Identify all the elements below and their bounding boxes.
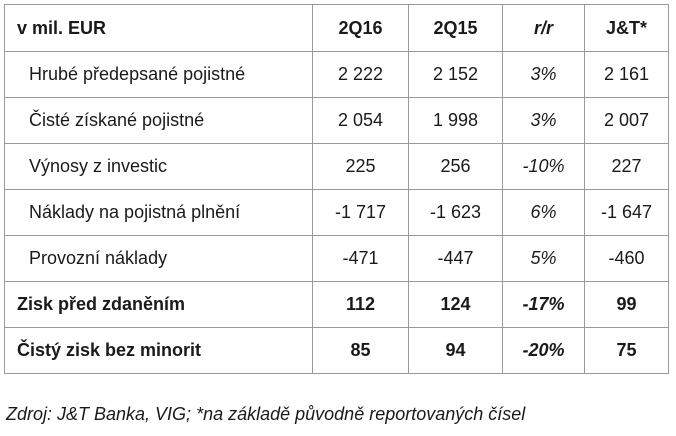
table-row: Čisté získané pojistné 2 054 1 998 3% 2 … <box>4 97 669 144</box>
row-label: Výnosy z investic <box>4 143 313 190</box>
cell-yoy: -17% <box>502 281 585 328</box>
cell-yoy: 3% <box>502 97 585 144</box>
cell-2q16: 2 054 <box>312 97 409 144</box>
row-label: Provozní náklady <box>4 235 313 282</box>
source-note: Zdroj: J&T Banka, VIG; *na základě původ… <box>6 404 526 424</box>
row-label: Čisté získané pojistné <box>4 97 313 144</box>
header-col-jt-estimate: J&T* <box>584 4 669 52</box>
cell-2q15: -447 <box>408 235 503 282</box>
cell-yoy: 3% <box>502 51 585 98</box>
table-row: Výnosy z investic 225 256 -10% 227 <box>4 143 669 190</box>
table-header-row: v mil. EUR 2Q16 2Q15 r/r J&T* <box>4 4 669 52</box>
row-label: Náklady na pojistná plnění <box>4 189 313 236</box>
cell-yoy: -10% <box>502 143 585 190</box>
row-label: Čistý zisk bez minorit <box>4 327 313 374</box>
cell-yoy: 6% <box>502 189 585 236</box>
cell-jt: -460 <box>584 235 669 282</box>
cell-jt: 2 007 <box>584 97 669 144</box>
cell-2q16: -1 717 <box>312 189 409 236</box>
header-col-yoy: r/r <box>502 4 585 52</box>
cell-2q16: -471 <box>312 235 409 282</box>
cell-2q16: 225 <box>312 143 409 190</box>
table-row-total: Zisk před zdaněním 112 124 -17% 99 <box>4 281 669 328</box>
cell-2q16: 2 222 <box>312 51 409 98</box>
cell-jt: -1 647 <box>584 189 669 236</box>
header-col-2q16: 2Q16 <box>312 4 409 52</box>
cell-2q16: 85 <box>312 327 409 374</box>
table-row: Náklady na pojistná plnění -1 717 -1 623… <box>4 189 669 236</box>
cell-yoy: 5% <box>502 235 585 282</box>
cell-jt: 75 <box>584 327 669 374</box>
cell-2q15: 256 <box>408 143 503 190</box>
cell-2q15: 1 998 <box>408 97 503 144</box>
cell-yoy: -20% <box>502 327 585 374</box>
table-row: Provozní náklady -471 -447 5% -460 <box>4 235 669 282</box>
row-label: Zisk před zdaněním <box>4 281 313 328</box>
cell-2q15: 94 <box>408 327 503 374</box>
cell-2q15: 124 <box>408 281 503 328</box>
header-unit-label: v mil. EUR <box>4 4 313 52</box>
financial-results-table: v mil. EUR 2Q16 2Q15 r/r J&T* Hrubé před… <box>4 4 669 374</box>
table-row: Hrubé předepsané pojistné 2 222 2 152 3%… <box>4 51 669 98</box>
table-row-total: Čistý zisk bez minorit 85 94 -20% 75 <box>4 327 669 374</box>
cell-jt: 99 <box>584 281 669 328</box>
header-col-2q15: 2Q15 <box>408 4 503 52</box>
cell-2q16: 112 <box>312 281 409 328</box>
cell-2q15: -1 623 <box>408 189 503 236</box>
cell-jt: 2 161 <box>584 51 669 98</box>
cell-jt: 227 <box>584 143 669 190</box>
row-label: Hrubé předepsané pojistné <box>4 51 313 98</box>
cell-2q15: 2 152 <box>408 51 503 98</box>
